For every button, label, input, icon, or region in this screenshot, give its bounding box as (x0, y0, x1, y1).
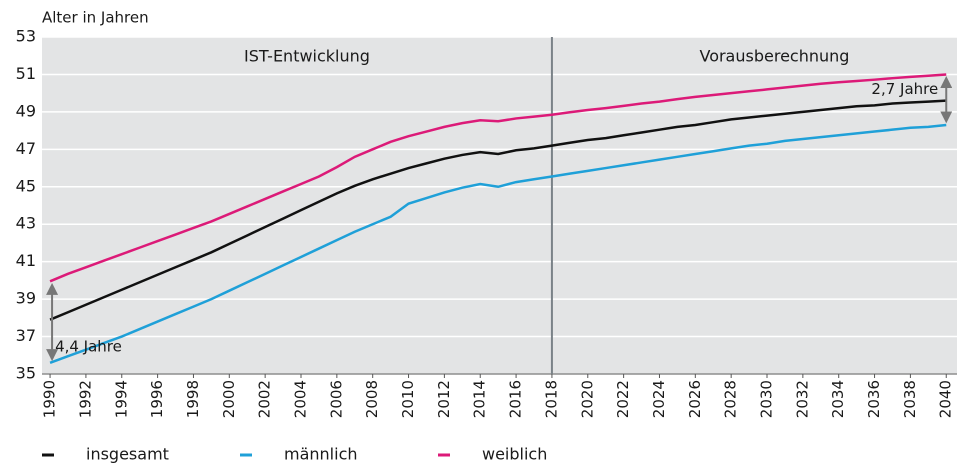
y-tick-label: 49 (16, 101, 36, 120)
legend-label: männlich (284, 445, 358, 464)
y-tick-label: 37 (16, 326, 36, 345)
x-tick-label: 2012 (435, 380, 453, 418)
y-tick-label: 41 (16, 251, 36, 270)
x-tick-label: 2016 (507, 380, 525, 418)
x-tick-label: 2034 (829, 380, 847, 418)
x-tick-label: 2014 (471, 380, 489, 418)
x-tick-label: 2008 (363, 380, 381, 418)
x-tick-label: 1992 (76, 380, 94, 418)
y-tick-label: 53 (16, 27, 36, 46)
x-tick-label: 1998 (184, 380, 202, 418)
x-tick-label: 2002 (256, 380, 274, 418)
period-label: IST-Entwicklung (244, 47, 370, 66)
y-tick-label: 43 (16, 214, 36, 233)
y-tick-label: 47 (16, 139, 36, 158)
y-tick-label: 39 (16, 289, 36, 308)
period-label: Vorausberechnung (699, 47, 849, 66)
x-tick-label: 2004 (291, 380, 309, 418)
annotation: 4,4 Jahre (55, 338, 122, 356)
x-tick-label: 1994 (112, 380, 130, 418)
y-axis-label: Alter in Jahren (42, 9, 149, 27)
legend-label: weiblich (482, 445, 547, 464)
x-tick-label: 2006 (327, 380, 345, 418)
x-tick-label: 2030 (758, 380, 776, 418)
y-tick-label: 35 (16, 364, 36, 383)
legend-label: insgesamt (86, 445, 169, 464)
x-tick-label: 2028 (722, 380, 740, 418)
series-line (49, 73, 947, 283)
y-tick-label: 51 (16, 64, 36, 83)
x-tick-label: 1996 (148, 380, 166, 418)
plot-background (42, 37, 957, 374)
x-tick-label: 2024 (650, 380, 668, 418)
x-tick-label: 2022 (614, 380, 632, 418)
x-tick-label: 2040 (937, 380, 955, 418)
x-tick-label: 2026 (686, 380, 704, 418)
x-tick-label: 1990 (41, 380, 59, 418)
x-tick-label: 2010 (399, 380, 417, 418)
annotation: 2,7 Jahre (871, 80, 938, 98)
series-line (49, 99, 947, 321)
x-tick-label: 2018 (542, 380, 560, 418)
x-tick-label: 2000 (220, 380, 238, 418)
series-line (49, 123, 947, 364)
x-tick-label: 2020 (578, 380, 596, 418)
x-tick-label: 2036 (865, 380, 883, 418)
y-tick-label: 45 (16, 176, 36, 195)
x-tick-label: 2038 (901, 380, 919, 418)
x-tick-label: 2032 (793, 380, 811, 418)
